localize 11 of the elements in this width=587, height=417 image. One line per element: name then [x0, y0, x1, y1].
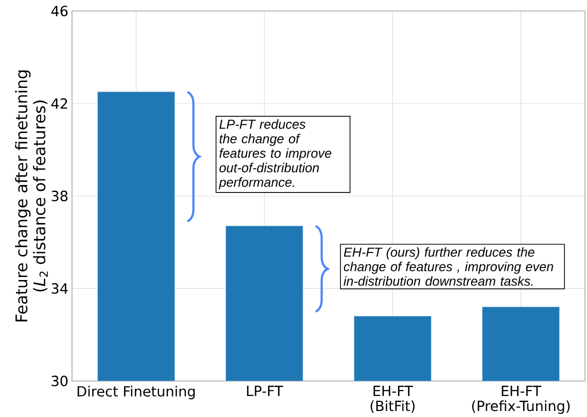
- y-tick-label: 34: [52, 283, 68, 294]
- x-tick-label: Direct Finetuning: [78, 386, 195, 400]
- y-tick-label: 38: [52, 190, 68, 202]
- x-tick-label: EH-FT (BitFit): [370, 386, 415, 413]
- x-tick-label: LP-FT: [247, 386, 284, 396]
- annotation: EH-FT (ours) further reduces the change of features , improving even in-distribution downstream tasks.: [344, 247, 554, 286]
- x-tick-label: EH-FT (Prefix-Tuning): [472, 386, 570, 414]
- y-tick-label: 46: [51, 6, 68, 16]
- y-tick-label: 30: [52, 376, 68, 386]
- y-tick-label: 42: [51, 98, 68, 109]
- annotation: LP-FT reduces the change of features to improve out-of-distribution performance.: [218, 119, 332, 190]
